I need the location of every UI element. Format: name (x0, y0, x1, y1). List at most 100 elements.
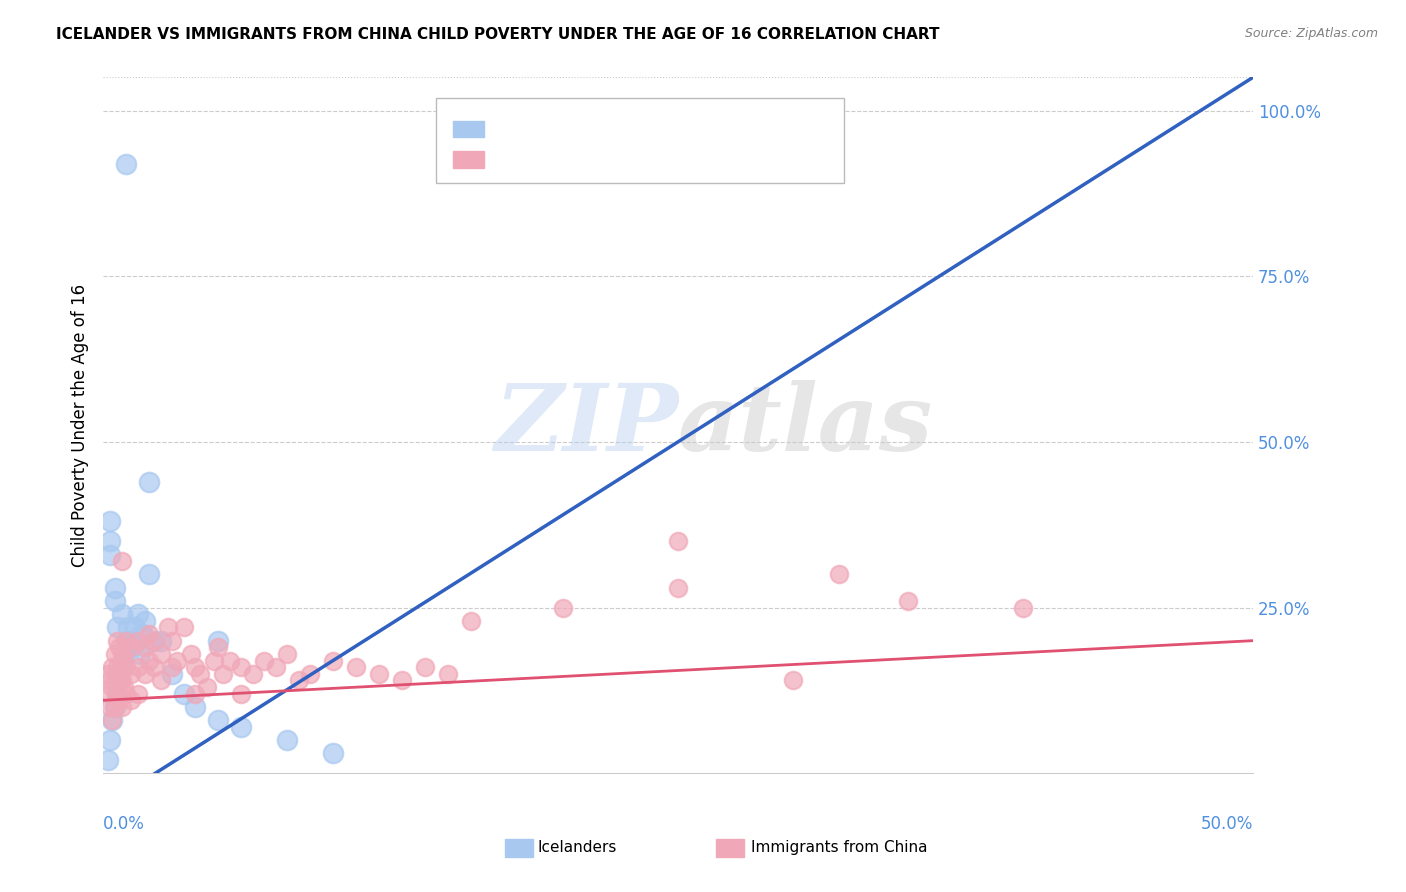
Point (120, 693, 142, 707)
Point (551, 600, 574, 615)
Point (138, 627, 160, 641)
Point (97, 753, 120, 767)
Point (110, 673, 132, 688)
Point (104, 581, 127, 595)
Point (98, 700, 121, 714)
Point (156, 620, 179, 634)
Point (101, 680, 124, 694)
Point (110, 554, 132, 568)
Point (120, 633, 142, 648)
Text: ICELANDER VS IMMIGRANTS FROM CHINA CHILD POVERTY UNDER THE AGE OF 16 CORRELATION: ICELANDER VS IMMIGRANTS FROM CHINA CHILD… (56, 27, 939, 42)
Point (195, 680, 218, 694)
Text: 50.0%: 50.0% (1201, 815, 1253, 833)
Point (127, 633, 149, 648)
Point (98, 733, 121, 747)
Point (166, 654, 188, 668)
Point (120, 666, 142, 681)
Point (666, 534, 689, 549)
Point (184, 687, 207, 701)
Text: R =  0.689    N = 27: R = 0.689 N = 27 (494, 122, 690, 140)
Point (229, 687, 252, 701)
Point (134, 666, 156, 681)
Point (105, 687, 128, 701)
Point (149, 673, 172, 688)
Point (115, 687, 138, 701)
Point (460, 614, 482, 628)
Point (101, 713, 124, 727)
Point (218, 654, 240, 668)
Point (110, 700, 132, 714)
Point (142, 660, 165, 674)
Point (207, 640, 229, 655)
Text: ZIP: ZIP (494, 380, 678, 470)
Text: Icelanders: Icelanders (537, 840, 616, 855)
Point (142, 633, 165, 648)
Point (344, 660, 367, 674)
Point (276, 733, 298, 747)
Point (666, 581, 689, 595)
Point (264, 660, 287, 674)
Point (413, 660, 436, 674)
Text: Immigrants from China: Immigrants from China (751, 840, 928, 855)
Point (112, 654, 135, 668)
Point (115, 660, 138, 674)
Point (229, 660, 252, 674)
Point (101, 660, 124, 674)
Point (98, 515, 121, 529)
Point (188, 666, 211, 681)
Point (122, 640, 145, 655)
Point (134, 614, 156, 628)
Point (105, 687, 128, 701)
Point (782, 673, 804, 688)
Point (229, 720, 252, 734)
Point (117, 620, 139, 634)
Point (108, 640, 131, 655)
Point (115, 156, 138, 170)
Point (108, 666, 131, 681)
Point (173, 620, 195, 634)
Point (105, 633, 128, 648)
Text: 0.0%: 0.0% (103, 815, 145, 833)
Point (437, 666, 460, 681)
Point (149, 647, 172, 661)
Point (138, 654, 160, 668)
Point (897, 594, 920, 608)
Point (127, 687, 149, 701)
Point (110, 647, 132, 661)
Point (104, 647, 127, 661)
Point (160, 666, 183, 681)
Point (104, 700, 127, 714)
Text: atlas: atlas (678, 380, 934, 470)
Point (242, 666, 264, 681)
Point (124, 620, 146, 634)
Point (129, 647, 152, 661)
Point (112, 680, 135, 694)
Point (138, 567, 160, 582)
Point (391, 673, 413, 688)
Point (110, 660, 132, 674)
Point (98, 548, 121, 562)
Point (115, 633, 138, 648)
Y-axis label: Child Poverty Under the Age of 16: Child Poverty Under the Age of 16 (72, 284, 89, 567)
Point (149, 633, 172, 648)
Point (115, 633, 138, 648)
Point (207, 713, 229, 727)
Point (104, 700, 127, 714)
Point (101, 713, 124, 727)
Point (276, 647, 298, 661)
Point (127, 607, 149, 622)
Point (368, 666, 391, 681)
Text: Source: ZipAtlas.com: Source: ZipAtlas.com (1244, 27, 1378, 40)
Point (98, 673, 121, 688)
Point (104, 673, 127, 688)
Point (142, 633, 165, 648)
Point (104, 594, 127, 608)
Point (108, 673, 131, 688)
Point (98, 534, 121, 549)
Point (138, 475, 160, 489)
Point (179, 647, 201, 661)
Point (173, 687, 195, 701)
Point (322, 654, 344, 668)
Point (160, 633, 183, 648)
Point (287, 673, 309, 688)
